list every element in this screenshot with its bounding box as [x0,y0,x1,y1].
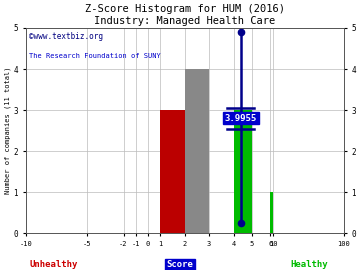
Text: 3.9955: 3.9955 [225,114,257,123]
Text: ©www.textbiz.org: ©www.textbiz.org [29,32,103,41]
Bar [234,110,252,233]
Bar [185,69,209,233]
Text: Healthy: Healthy [291,260,328,269]
Bar [270,192,273,233]
Title: Z-Score Histogram for HUM (2016)
Industry: Managed Health Care: Z-Score Histogram for HUM (2016) Industr… [85,4,285,26]
Bar [160,110,185,233]
Text: Score: Score [167,260,193,269]
Text: The Research Foundation of SUNY: The Research Foundation of SUNY [29,53,161,59]
Text: Unhealthy: Unhealthy [30,260,78,269]
Y-axis label: Number of companies (11 total): Number of companies (11 total) [4,67,11,194]
